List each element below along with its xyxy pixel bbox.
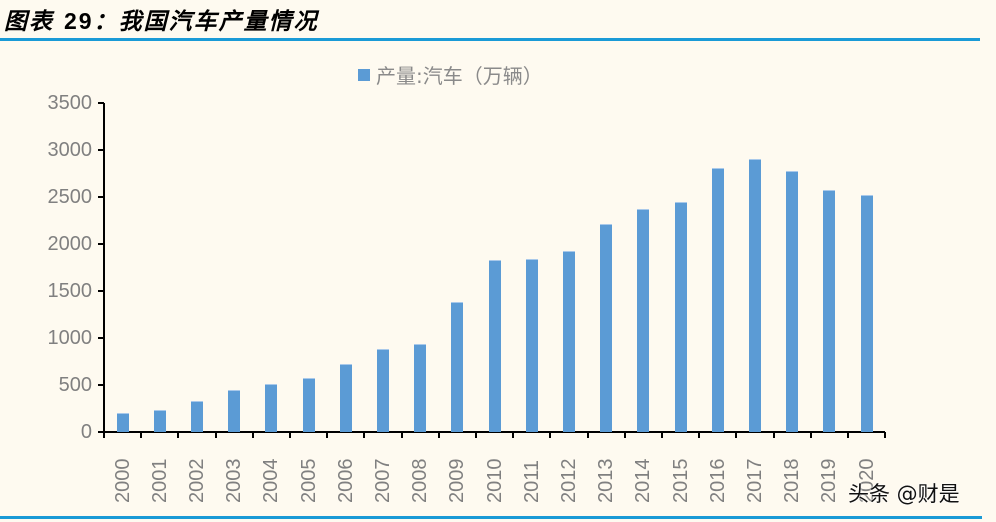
y-tick	[98, 149, 104, 151]
bar-2008	[414, 344, 427, 432]
x-tick	[884, 432, 887, 438]
figure-title: 图表 29：我国汽车产量情况	[4, 2, 319, 36]
x-tick-label: 2015	[669, 458, 692, 504]
x-tick	[400, 432, 403, 438]
bar-2016	[711, 167, 724, 432]
x-tick	[661, 432, 663, 438]
legend-swatch-icon	[358, 68, 370, 81]
x-tick-label: 2006	[334, 458, 357, 504]
y-tick	[98, 337, 104, 339]
bar-2007	[377, 348, 389, 432]
x-tick-label: 2014	[632, 458, 655, 504]
y-tick-label: 1000	[47, 327, 93, 349]
x-tick	[772, 432, 775, 438]
y-tick-label: 3000	[47, 139, 93, 161]
x-tick	[289, 432, 291, 438]
chart-legend: 产量:汽车（万辆）	[358, 60, 543, 89]
bar-2002	[191, 401, 203, 432]
bar-2000	[116, 412, 129, 432]
x-tick	[735, 432, 738, 438]
y-tick	[98, 384, 104, 386]
x-tick-label: 2012	[558, 458, 580, 504]
x-tick	[549, 432, 552, 438]
x-tick	[475, 432, 477, 438]
y-tick-label: 2500	[47, 186, 93, 208]
x-axis	[103, 431, 885, 433]
bar-2005	[302, 378, 315, 432]
x-tick-label: 2019	[818, 458, 841, 504]
x-tick-label: 2013	[595, 458, 618, 504]
bar-2010	[488, 260, 501, 432]
x-tick	[512, 432, 515, 438]
bar-2014	[637, 209, 650, 432]
y-tick-label: 3500	[47, 92, 93, 114]
bar-2013	[600, 224, 613, 432]
x-tick-label: 2016	[706, 458, 729, 504]
y-tick	[98, 431, 104, 433]
x-tick-label: 2001	[148, 458, 171, 504]
x-tick	[326, 432, 329, 438]
x-tick-label: 2018	[781, 458, 804, 504]
x-tick	[140, 432, 143, 438]
title-prefix: 图表	[4, 8, 54, 35]
y-tick-label: 1500	[47, 280, 93, 302]
x-tick-label: 2017	[744, 458, 766, 504]
x-tick	[437, 432, 440, 438]
bar-2001	[153, 410, 166, 432]
bar-2011	[525, 258, 538, 432]
y-tick-label: 0	[80, 421, 92, 443]
bar-2020	[860, 194, 873, 432]
bar-2009	[451, 302, 464, 432]
x-tick	[847, 432, 849, 438]
x-tick	[809, 432, 812, 438]
y-tick	[98, 102, 104, 104]
bar-2015	[674, 201, 687, 432]
y-axis	[103, 103, 105, 434]
x-tick-label: 2011	[520, 459, 543, 503]
bar-2019	[823, 190, 836, 432]
bottom-divider	[0, 516, 982, 519]
x-tick-label: 2004	[260, 458, 283, 504]
top-divider	[0, 38, 980, 41]
y-tick-label: 2000	[47, 233, 93, 255]
x-tick-label: 2003	[223, 458, 246, 504]
x-tick	[363, 432, 366, 438]
watermark: 头条 @财是	[848, 482, 960, 506]
bar-2018	[786, 170, 799, 432]
title-text: ：我国汽车产量情况	[93, 8, 319, 35]
x-tick	[177, 432, 180, 438]
x-tick	[103, 432, 105, 438]
x-tick-label: 2008	[409, 458, 432, 504]
x-tick	[698, 432, 701, 438]
x-tick	[214, 432, 217, 438]
x-tick-label: 2000	[111, 458, 134, 504]
y-tick	[98, 243, 104, 245]
y-tick	[98, 290, 104, 292]
bar-2004	[265, 384, 278, 432]
title-number: 29	[64, 8, 94, 34]
legend-label: 产量:汽车（万辆）	[376, 64, 543, 88]
x-tick-label: 2007	[372, 458, 394, 504]
x-tick-label: 2010	[483, 458, 506, 504]
x-tick-label: 2009	[446, 458, 469, 504]
x-tick-label: 2005	[297, 458, 320, 504]
x-tick	[251, 432, 254, 438]
bar-2017	[749, 159, 761, 432]
x-tick	[586, 432, 589, 438]
bar-2012	[563, 250, 575, 432]
bar-2003	[228, 390, 241, 432]
y-tick-label: 500	[58, 374, 92, 396]
x-tick	[623, 432, 626, 438]
y-tick	[98, 196, 104, 198]
x-tick-label: 2002	[186, 458, 208, 504]
bar-2006	[339, 363, 352, 432]
